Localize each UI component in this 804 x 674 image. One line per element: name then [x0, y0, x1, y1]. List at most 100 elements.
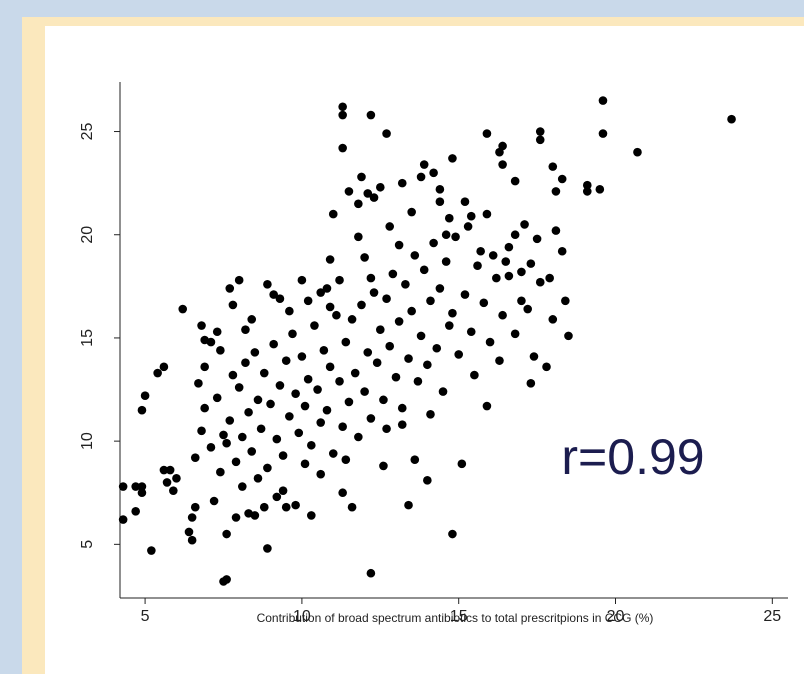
scatter-point: [234, 275, 244, 285]
scatter-point: [241, 325, 250, 334]
scatter-point: [419, 160, 429, 169]
scatter-point: [297, 275, 307, 285]
scatter-point: [407, 306, 416, 316]
scatter-point: [288, 329, 297, 339]
scatter-point: [250, 511, 260, 520]
scatter-point: [397, 403, 407, 413]
y-tick-label: 15: [79, 329, 96, 347]
scatter-point: [322, 284, 332, 293]
scatter-point: [545, 273, 554, 283]
scatter-point: [598, 129, 608, 138]
scatter-point: [159, 362, 169, 372]
x-tick-label: 20: [607, 608, 625, 625]
scatter-point: [535, 135, 545, 145]
scatter-point: [118, 482, 128, 491]
scatter-point: [535, 277, 545, 287]
scatter-point: [419, 265, 429, 275]
scatter-point: [212, 393, 222, 403]
scatter-point: [285, 306, 294, 316]
scatter-point: [325, 255, 335, 264]
scatter-point: [501, 257, 511, 266]
scatter-point: [285, 412, 294, 421]
scatter-point: [263, 544, 272, 553]
scatter-point: [416, 172, 426, 182]
scatter-point: [300, 401, 310, 411]
scatter-point: [482, 401, 492, 411]
scatter-point: [385, 341, 395, 351]
scatter-point: [470, 370, 479, 380]
scatter-point: [259, 502, 269, 512]
scatter-point: [325, 362, 335, 372]
scatter-point: [727, 114, 736, 124]
y-tick-label: 5: [79, 540, 96, 549]
scatter-point: [520, 220, 529, 229]
scatter-point: [529, 352, 539, 361]
scatter-point: [595, 185, 605, 194]
scatter-point: [510, 329, 520, 339]
scatter-point: [357, 300, 366, 310]
scatter-point: [269, 339, 278, 349]
scatter-point: [432, 343, 442, 353]
scatter-point: [542, 362, 551, 372]
scatter-point: [429, 238, 438, 248]
x-tick-label: 5: [141, 608, 150, 625]
scatter-point: [231, 457, 241, 467]
scatter-point: [498, 160, 507, 169]
scatter-point: [338, 110, 347, 120]
scatter-point: [328, 449, 338, 458]
scatter-point: [147, 546, 156, 555]
scatter-point: [291, 389, 300, 398]
scatter-point: [444, 213, 454, 223]
scatter-point: [379, 395, 388, 405]
scatter-point: [197, 426, 206, 436]
scatter-point: [492, 273, 501, 283]
scatter-point: [423, 476, 432, 485]
scatter-point: [495, 356, 504, 365]
scatter-point: [448, 529, 457, 539]
scatter-point: [234, 383, 244, 392]
scatter-point: [363, 189, 373, 198]
scatter-point: [441, 230, 451, 240]
scatter-point: [316, 418, 326, 427]
scatter-point: [379, 461, 388, 471]
scatter-point: [278, 486, 288, 495]
scatter-point: [319, 346, 329, 355]
scatter-point: [187, 535, 197, 545]
scatter-point: [241, 358, 250, 368]
scatter-point: [190, 453, 200, 462]
scatter-point: [197, 321, 206, 330]
scatter-point: [385, 222, 395, 231]
scatter-point: [338, 422, 347, 431]
scatter-point: [473, 261, 482, 270]
scatter-point: [551, 187, 561, 196]
scatter-point: [561, 296, 570, 306]
scatter-point: [382, 129, 391, 138]
scatter-point: [504, 271, 514, 281]
scatter-point: [228, 370, 238, 380]
scatter-point: [463, 222, 473, 231]
scatter-point: [438, 387, 448, 396]
scatter-point: [316, 288, 326, 297]
scatter-point: [404, 500, 413, 510]
scatter-point: [548, 162, 558, 171]
scatter-point: [310, 321, 319, 330]
scatter-point: [137, 405, 147, 415]
scatter-point: [426, 410, 435, 419]
y-tick-label: 10: [79, 432, 96, 450]
scatter-point: [169, 486, 178, 495]
scatter-point: [498, 310, 507, 320]
scatter-point: [275, 381, 285, 390]
scatter-point: [441, 257, 451, 266]
scatter-point: [391, 372, 401, 382]
scatter-point: [397, 420, 407, 429]
scatter-point: [435, 197, 445, 207]
scatter-point: [165, 465, 175, 475]
scatter-point: [479, 298, 489, 308]
y-tick-label: 20: [79, 226, 96, 244]
scatter-point: [335, 275, 344, 285]
scatter-point: [307, 511, 316, 520]
scatter-point: [222, 438, 231, 448]
scatter-point: [350, 368, 360, 378]
scatter-point: [582, 187, 592, 196]
scatter-point: [344, 187, 354, 196]
